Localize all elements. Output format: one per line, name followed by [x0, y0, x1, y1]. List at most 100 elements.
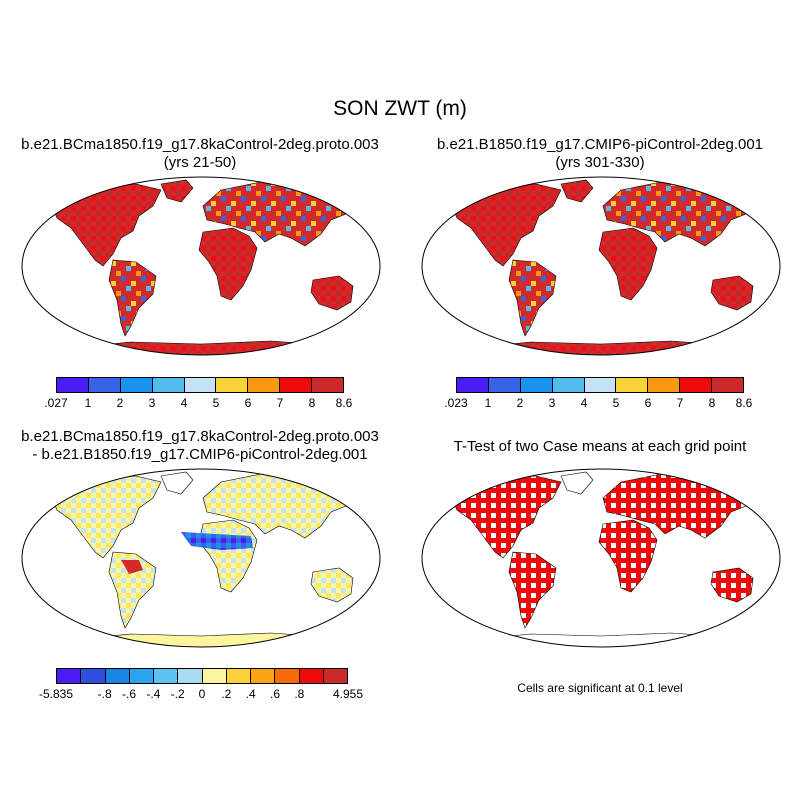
- north-america: [50, 183, 162, 267]
- diff-swatch: [81, 669, 106, 683]
- map-border: [21, 468, 381, 648]
- panel-3-title-line2: - b.e21.B1850.f19_g17.CMIP6-piControl-2d…: [32, 446, 368, 463]
- diff-swatch: [202, 669, 227, 683]
- greenland: [560, 471, 594, 495]
- left-tick-label: 4: [180, 396, 188, 410]
- right-tick-label: 5: [612, 396, 620, 410]
- left-tick-label: .027: [44, 396, 68, 410]
- right-tick-label: 4: [580, 396, 588, 410]
- greenland: [160, 179, 194, 203]
- map-border: [421, 468, 781, 648]
- panel-2-title-line2: (yrs 301-330): [555, 154, 645, 171]
- left-swatch: [88, 378, 121, 392]
- map-panel-3: [21, 468, 381, 648]
- australia: [710, 275, 754, 311]
- right-swatch: [520, 378, 553, 392]
- right-swatch: [680, 378, 713, 392]
- north-america: [450, 183, 562, 267]
- continents: [450, 179, 762, 355]
- right-tick-label: 7: [676, 396, 684, 410]
- left-tick-label: 2: [116, 396, 124, 410]
- diff-swatch: [323, 669, 347, 683]
- left-swatch: [57, 378, 89, 392]
- left-tick-label: 8: [308, 396, 316, 410]
- diff-swatch: [129, 669, 154, 683]
- left-tick-label: 6: [244, 396, 252, 410]
- amazon-red-patch: [121, 560, 143, 574]
- antarctica: [60, 632, 362, 647]
- antarctica: [60, 340, 362, 355]
- map-panel-1: [21, 176, 381, 356]
- sahel-blue-band: [181, 532, 253, 550]
- left-swatch: [184, 378, 217, 392]
- south-america: [108, 259, 157, 337]
- continents: [450, 471, 762, 647]
- panel-2-title-line1: b.e21.B1850.f19_g17.CMIP6-piControl-2deg…: [436, 136, 764, 153]
- panel-3-title: b.e21.BCma1850.f19_g17.8kaControl-2deg.p…: [0, 428, 400, 464]
- colorbar-difference: [56, 668, 348, 684]
- panel-1-title-line2: (yrs 21-50): [163, 154, 237, 171]
- africa: [198, 519, 258, 593]
- australia: [710, 567, 754, 603]
- map-panel-4: [421, 468, 781, 648]
- africa: [198, 227, 258, 301]
- left-swatch: [216, 378, 249, 392]
- diff-swatch: [57, 669, 82, 683]
- figure-title: SON ZWT (m): [333, 97, 467, 120]
- diff-tick-label: 4.955: [332, 687, 364, 701]
- right-swatch: [584, 378, 617, 392]
- diff-tick-label: -.4: [146, 687, 161, 701]
- right-tick-label: 6: [644, 396, 652, 410]
- left-swatch: [312, 378, 344, 392]
- panel-1-title: b.e21.BCma1850.f19_g17.8kaControl-2deg.p…: [0, 136, 400, 172]
- right-swatch: [457, 378, 489, 392]
- right-swatch: [648, 378, 681, 392]
- africa: [598, 227, 658, 301]
- right-tick-label: 8: [708, 396, 716, 410]
- australia: [310, 275, 354, 311]
- left-swatch: [248, 378, 281, 392]
- left-tick-label: 3: [148, 396, 156, 410]
- map-panel-2: [421, 176, 781, 356]
- map-border: [21, 176, 381, 356]
- greenland: [560, 179, 594, 203]
- panel-3-title-line1: b.e21.BCma1850.f19_g17.8kaControl-2deg.p…: [21, 428, 379, 445]
- australia: [310, 567, 354, 603]
- diff-tick-label: .4: [245, 687, 256, 701]
- diff-tick-label: 0: [198, 687, 206, 701]
- antarctica: [460, 632, 762, 647]
- north-america: [450, 475, 562, 559]
- left-swatch: [280, 378, 313, 392]
- diff-tick-label: .2: [221, 687, 232, 701]
- panel-4-title: T-Test of two Case means at each grid po…: [400, 438, 800, 456]
- right-swatch: [712, 378, 744, 392]
- continents: [50, 471, 362, 647]
- panel-4-title-line1: T-Test of two Case means at each grid po…: [453, 438, 747, 455]
- left-swatch: [120, 378, 153, 392]
- left-swatch: [152, 378, 185, 392]
- diff-tick-label: .8: [294, 687, 305, 701]
- right-swatch: [552, 378, 585, 392]
- continents: [50, 179, 362, 355]
- right-swatch: [616, 378, 649, 392]
- colorbar-case2: [456, 377, 744, 393]
- panel-1-title-line1: b.e21.BCma1850.f19_g17.8kaControl-2deg.p…: [21, 136, 379, 153]
- right-tick-label: 8.6: [735, 396, 753, 410]
- south-america: [108, 551, 157, 629]
- diff-tick-label: -.8: [97, 687, 112, 701]
- significance-note: Cells are significant at 0.1 level: [517, 681, 683, 695]
- antarctica: [460, 340, 762, 355]
- colorbar-case1: [56, 377, 344, 393]
- diff-swatch: [154, 669, 179, 683]
- diff-tick-label: -5.835: [38, 687, 74, 701]
- diff-swatch: [251, 669, 276, 683]
- map-border: [421, 176, 781, 356]
- south-america: [508, 551, 557, 629]
- africa: [598, 519, 658, 593]
- left-tick-label: 8.6: [335, 396, 353, 410]
- right-tick-label: 1: [484, 396, 492, 410]
- panel-2-title: b.e21.B1850.f19_g17.CMIP6-piControl-2deg…: [400, 136, 800, 172]
- left-tick-label: 5: [212, 396, 220, 410]
- diff-swatch: [178, 669, 203, 683]
- diff-tick-label: .6: [269, 687, 281, 701]
